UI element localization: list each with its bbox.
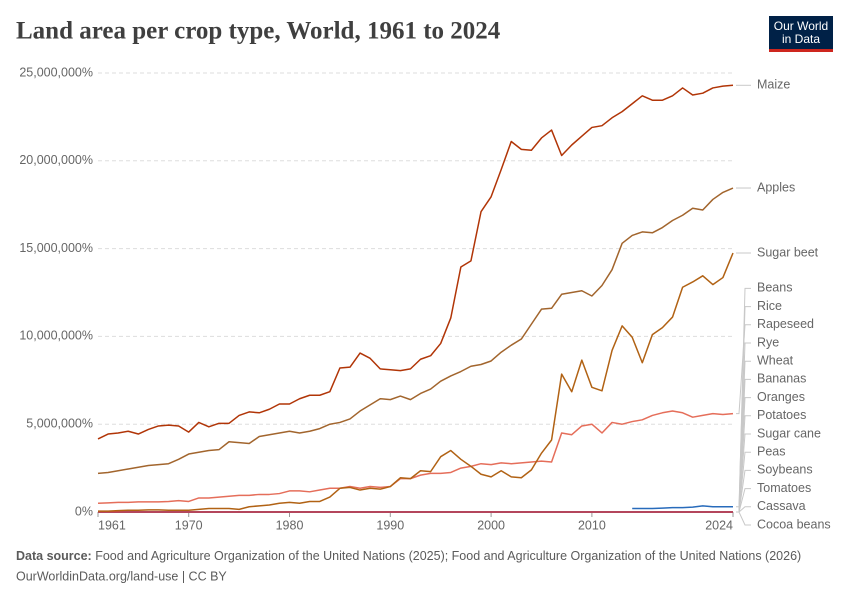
logo-text[interactable]: in Data (782, 32, 820, 46)
series-line (97, 84, 734, 440)
x-tick-label: 2000 (477, 518, 505, 532)
y-tick-label: 15,000,000% (19, 241, 93, 255)
legend-label: Tomatoes (757, 481, 811, 495)
logo-text[interactable]: Our World (774, 19, 828, 33)
legend-label: Peas (757, 444, 786, 458)
label-connector (736, 506, 751, 513)
legend-label: Rye (757, 335, 779, 349)
y-tick-label: 25,000,000% (19, 65, 93, 79)
x-tick-label: 2024 (705, 518, 733, 532)
legend-label: Sugar cane (757, 426, 821, 440)
chart-title: Land area per crop type, World, 1961 to … (16, 18, 501, 45)
x-tick-label: 1970 (175, 518, 203, 532)
series-line (98, 252, 734, 512)
x-tick-label: 1980 (276, 518, 304, 532)
x-tick-label: 1990 (376, 518, 404, 532)
series-line (97, 187, 734, 475)
logo-bar (769, 49, 833, 52)
x-tick-label: 1961 (98, 518, 126, 532)
legend-label: Wheat (757, 353, 794, 367)
legend-label: Beans (757, 281, 792, 295)
x-tick-label: 2010 (578, 518, 606, 532)
legend-label: Maize (757, 78, 790, 92)
label-connector (736, 469, 751, 513)
label-connector (736, 511, 751, 526)
legend-label: Rapeseed (757, 317, 814, 331)
y-tick-label: 0% (75, 504, 93, 518)
legend-label: Sugar beet (757, 245, 819, 259)
legend-label: Oranges (757, 390, 805, 404)
logo-box[interactable] (769, 16, 833, 51)
legend-label: Cocoa beans (757, 517, 831, 531)
footer-link[interactable]: OurWorldinData.org/land-use | CC BY (16, 569, 227, 583)
y-tick-label: 10,000,000% (19, 329, 93, 343)
legend-label: Rice (757, 299, 782, 313)
label-connector (736, 287, 751, 513)
y-tick-label: 20,000,000% (19, 153, 93, 167)
legend-label: Cassava (757, 499, 806, 513)
legend-label: Potatoes (757, 408, 806, 422)
source-text: Food and Agriculture Organization of the… (95, 549, 801, 563)
label-connector (736, 324, 751, 415)
legend-label: Apples (757, 180, 795, 194)
series-line (97, 410, 734, 504)
source-note: Data source: Food and Agriculture Organi… (16, 549, 801, 563)
series-line (632, 505, 733, 510)
source-label: Data source: (16, 549, 92, 563)
y-tick-label: 5,000,000% (26, 416, 93, 430)
legend-label: Bananas (757, 372, 806, 386)
legend-label: Soybeans (757, 463, 813, 477)
